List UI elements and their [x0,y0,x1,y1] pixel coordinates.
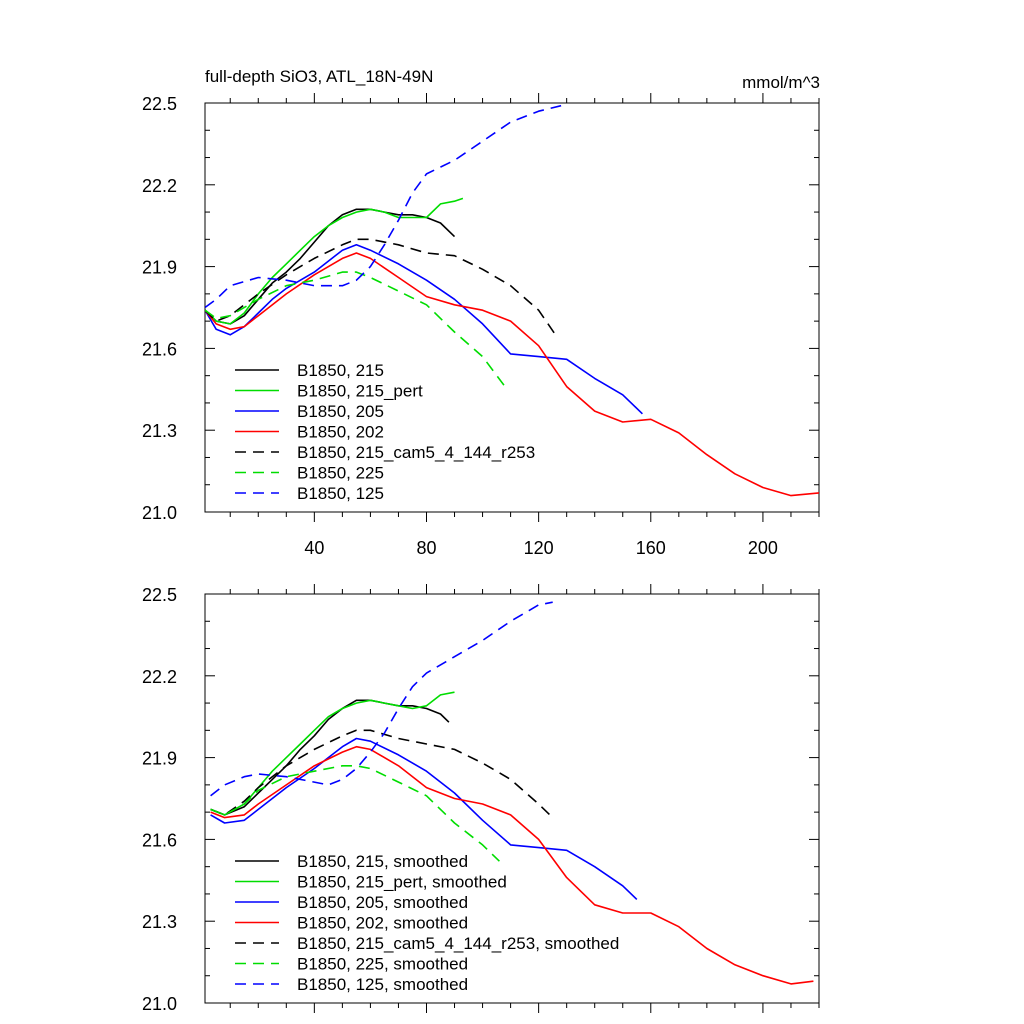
top-legend-label-5: B1850, 215_cam5_4_144_r253 [297,443,535,462]
bottom-series-line-1 [210,699,450,816]
top-series [205,104,819,497]
top-chart-title: full-depth SiO3, ATL_18N-49N [205,67,433,86]
bottom-y-tick-label: 22.2 [142,667,177,687]
top-panel: full-depth SiO3, ATL_18N-49N mmol/m^3 21… [142,67,820,558]
bottom-y-tick-label: 21.9 [142,749,177,769]
top-series-line-7 [205,104,562,309]
top-x-tick-label: 80 [416,538,436,558]
top-x-tick-label: 200 [748,538,778,558]
top-y-tick-label: 22.5 [142,94,177,114]
bottom-y-tick-label: 22.5 [142,585,177,605]
top-x-tick-label: 40 [304,538,324,558]
bottom-ticks [205,584,820,1013]
bottom-plot-frame [204,593,820,1004]
top-legend-label-4: B1850, 202 [297,423,384,442]
bottom-series-line-4 [210,745,814,985]
bottom-legend-label-3: B1850, 205, smoothed [297,893,468,912]
bottom-legend-label-2: B1850, 215_pert, smoothed [297,873,507,892]
top-series-line-4 [205,252,819,497]
bottom-legend-label-1: B1850, 215, smoothed [297,852,468,871]
bottom-y-tick-label: 21.3 [142,912,177,932]
top-legend-label-1: B1850, 215 [297,361,384,380]
bottom-legend-label-4: B1850, 202, smoothed [297,914,468,933]
bottom-y-tick-label: 21.6 [142,830,177,850]
top-legend-label-6: B1850, 225 [297,464,384,483]
top-y-tick-label: 22.2 [142,176,177,196]
bottom-legend-label-5: B1850, 215_cam5_4_144_r253, smoothed [297,934,619,953]
top-series-line-5 [205,238,557,336]
top-legend-label-7: B1850, 125 [297,484,384,503]
top-legend-label-2: B1850, 215_pert [297,382,423,401]
top-y-tick-label: 21.0 [142,503,177,523]
top-series-line-3 [205,244,643,415]
bottom-series-line-3 [210,737,638,900]
top-y-tick-label: 21.3 [142,421,177,441]
bottom-y-tick-label: 21.0 [142,994,177,1014]
top-x-tick-label: 160 [636,538,666,558]
bottom-legend-label-7: B1850, 125, smoothed [297,975,468,994]
top-y-tick-label: 21.6 [142,339,177,359]
top-series-line-2 [205,197,464,325]
top-ticks [205,93,820,522]
top-series-line-6 [205,271,506,388]
top-x-tick-label: 120 [524,538,554,558]
bottom-series-line-7 [210,601,553,797]
bottom-legend-label-6: B1850, 225, smoothed [297,955,468,974]
top-legend-label-3: B1850, 205 [297,402,384,421]
bottom-series [210,601,814,985]
bottom-series-line-6 [210,764,500,862]
bottom-tick-labels: 21.0 21.3 21.6 21.9 22.2 22.5 [142,585,177,1014]
top-y-tick-label: 21.9 [142,258,177,278]
bottom-panel: 21.0 21.3 21.6 21.9 22.2 22.5 B1850, 215, smo… [142,584,820,1014]
top-tick-labels: 21.0 21.3 21.6 21.9 22.2 22.5 40 80 120 160 200 [142,94,778,558]
bottom-legend: B1850, 215, smoothed B1850, 215_pert, smo… [235,852,619,994]
top-chart-units: mmol/m^3 [742,73,820,92]
